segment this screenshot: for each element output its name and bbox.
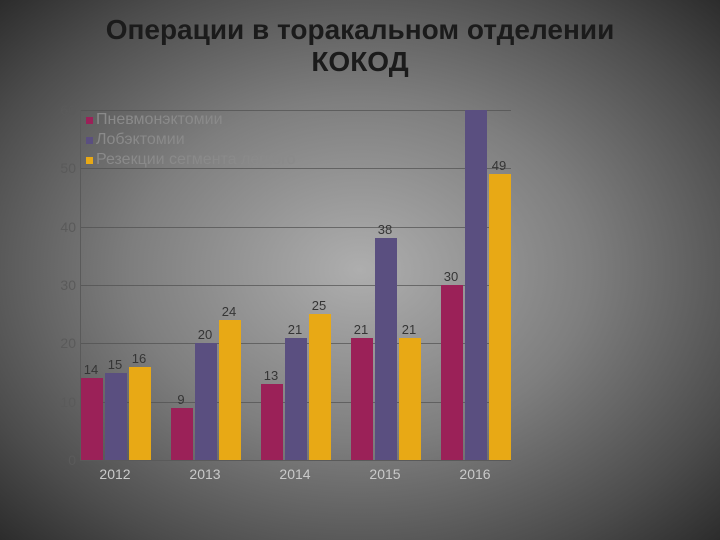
x-axis-category: 2014 [279,466,310,482]
y-axis-tick: 30 [48,277,76,293]
legend: ПневмонэктомииЛобэктомииРезекции сегмент… [86,110,296,170]
bar [81,378,103,460]
x-axis-category: 2016 [459,466,490,482]
legend-label: Пневмонэктомии [96,110,223,130]
bar [441,285,463,460]
legend-swatch [86,137,93,144]
bar-value-label: 21 [288,322,302,337]
bar-value-label: 38 [378,222,392,237]
gridline [81,227,511,228]
bar-value-label: 25 [312,298,326,313]
y-axis-tick: 50 [48,160,76,176]
legend-item: Лобэктомии [86,130,296,150]
bar-value-label: 21 [354,322,368,337]
x-axis-category: 2012 [99,466,130,482]
bar [261,384,283,460]
bar-value-label: 20 [198,327,212,342]
bar-value-label: 15 [108,357,122,372]
bar [375,238,397,460]
bar [399,338,421,461]
legend-label: Резекции сегмента легкого [96,150,296,170]
bar-value-label: 13 [264,368,278,383]
x-axis-category: 2015 [369,466,400,482]
bar [285,338,307,461]
legend-item: Резекции сегмента легкого [86,150,296,170]
bar-value-label: 21 [402,322,416,337]
bar [195,343,217,460]
y-axis-tick: 20 [48,335,76,351]
bar [105,373,127,461]
bar-value-label: 14 [84,362,98,377]
bar [309,314,331,460]
legend-swatch [86,117,93,124]
bar-value-label: 16 [132,351,146,366]
x-axis-category: 2013 [189,466,220,482]
y-axis-tick: 60 [48,102,76,118]
bar-value-label: 49 [492,158,506,173]
bar [129,367,151,460]
bar-value-label: 9 [177,392,184,407]
bar [351,338,373,461]
bar [489,174,511,460]
legend-label: Лобэктомии [96,130,185,150]
bar-chart: ПневмонэктомииЛобэктомииРезекции сегмент… [48,100,518,492]
y-axis-tick: 10 [48,394,76,410]
bar [465,110,487,460]
bar [219,320,241,460]
bar-value-label: 24 [222,304,236,319]
y-axis-tick: 0 [48,452,76,468]
title-line-2: КОКОД [311,46,408,77]
bar [171,408,193,461]
bar-value-label: 30 [444,269,458,284]
legend-item: Пневмонэктомии [86,110,296,130]
slide-title: Операции в торакальном отделении КОКОД [0,14,720,78]
title-line-1: Операции в торакальном отделении [106,14,615,45]
legend-swatch [86,157,93,164]
y-axis-tick: 40 [48,219,76,235]
